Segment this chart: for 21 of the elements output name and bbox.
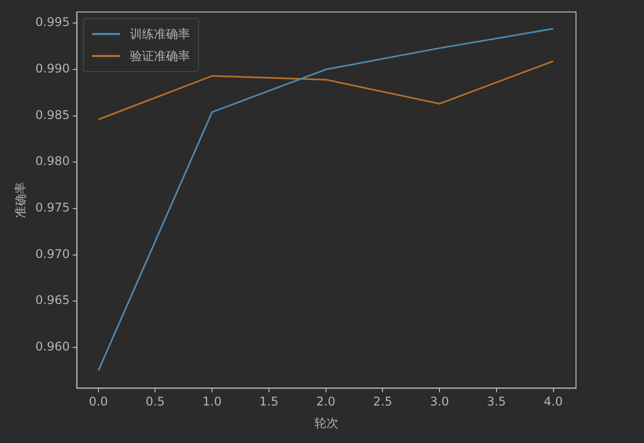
x-tick-label: 2.5 <box>373 394 392 409</box>
x-tick-label: 3.5 <box>486 394 506 409</box>
legend-label: 验证准确率 <box>130 48 190 64</box>
y-tick-label: 0.965 <box>35 293 70 308</box>
y-tick-label: 0.980 <box>35 154 70 168</box>
y-tick-label: 0.995 <box>35 15 70 30</box>
y-tick-label: 0.990 <box>35 62 70 76</box>
y-tick-label: 0.960 <box>35 340 70 354</box>
x-tick-label: 0.5 <box>146 394 165 409</box>
x-tick-label: 2.0 <box>316 394 336 409</box>
y-tick-label: 0.985 <box>35 108 70 122</box>
x-tick-label: 0.0 <box>88 394 108 409</box>
x-tick-label: 4.0 <box>544 394 563 409</box>
y-axis-title: 准确率 <box>13 182 28 218</box>
y-tick-label: 0.970 <box>35 246 70 261</box>
y-tick-label: 0.975 <box>35 200 70 215</box>
x-tick-label: 1.5 <box>259 394 278 409</box>
x-axis-title: 轮次 <box>314 416 338 430</box>
x-tick-label: 3.0 <box>430 394 450 409</box>
legend-label: 训练准确率 <box>130 26 190 42</box>
x-tick-label: 1.0 <box>202 394 222 409</box>
